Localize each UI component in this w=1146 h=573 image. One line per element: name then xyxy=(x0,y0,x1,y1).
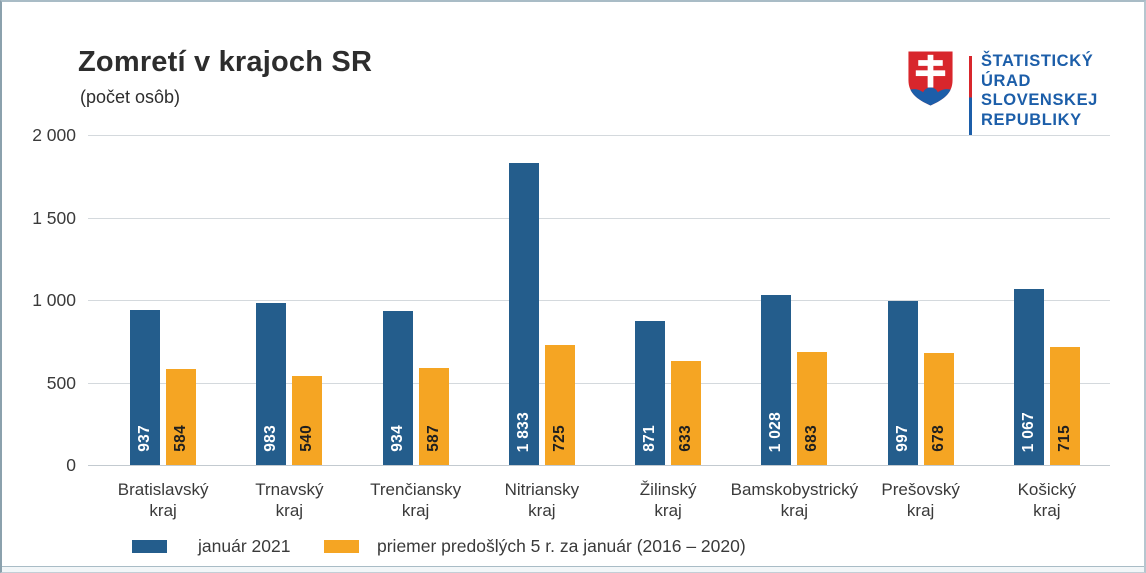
logo-divider xyxy=(969,56,972,136)
logo-org-line: ŠTATISTICKÝ xyxy=(981,52,1094,70)
y-axis-tick-label: 1 000 xyxy=(32,290,76,310)
bar-value-label: 715 xyxy=(1055,425,1073,452)
logo-org-line: REPUBLIKY xyxy=(981,110,1082,129)
logo-org-name: ŠTATISTICKÝ ÚRAD SLOVENSKEJ REPUBLIKY xyxy=(981,52,1098,130)
x-axis-category-label: Bratislavský kraj xyxy=(117,480,209,520)
bar-value-label: 633 xyxy=(677,425,695,452)
bar-januar-2021: 997 xyxy=(887,300,918,465)
bar-group: 1 028 683 Bamskobystrický kraj xyxy=(731,135,858,520)
bar-januar-2021: 937 xyxy=(130,310,161,465)
bottom-strip xyxy=(2,567,1144,572)
bar-group: 997 678 Prešovský kraj xyxy=(858,135,984,520)
plot-area: 2 000 1 500 1 000 500 0 937 584 Bratislavský kra… xyxy=(32,125,1110,520)
chart-unit-label: (počet osôb) xyxy=(80,87,181,107)
bar-januar-2021: 1 067 xyxy=(1013,288,1044,465)
bar-priemer: 633 xyxy=(671,360,702,465)
gridline xyxy=(88,135,1110,136)
bar-group: 937 584 Bratislavský kraj xyxy=(100,135,226,520)
bar-januar-2021: 983 xyxy=(256,302,287,465)
gridline xyxy=(88,217,1110,219)
bar-value-label: 683 xyxy=(803,425,821,452)
bar-priemer: 587 xyxy=(418,368,449,465)
bar-priemer: 683 xyxy=(797,352,828,465)
bar-value-label: 983 xyxy=(262,425,280,452)
gridline xyxy=(88,465,1110,466)
bar-value-label: 934 xyxy=(388,425,406,452)
gridline xyxy=(88,300,1110,301)
legend-swatch-blue xyxy=(132,540,167,553)
bar-value-label: 725 xyxy=(550,425,568,452)
bar-group: 934 587 Trenčiansky kraj xyxy=(353,135,479,520)
gridline xyxy=(88,382,1110,384)
bar-value-label: 1 833 xyxy=(514,411,532,452)
y-axis-tick-label: 0 xyxy=(66,455,76,475)
x-axis-category-label: Prešovský kraj xyxy=(881,480,960,520)
logo-org-line: ÚRAD xyxy=(981,71,1032,90)
bar-value-label: 871 xyxy=(641,425,659,452)
legend-item-januar-2021: január 2021 xyxy=(132,536,290,557)
bar-priemer: 678 xyxy=(923,353,954,465)
x-axis-category-label: Trnavský kraj xyxy=(255,480,324,520)
bar-value-label: 587 xyxy=(424,425,442,452)
bar-value-label: 1 067 xyxy=(1019,411,1037,452)
bar-value-label: 937 xyxy=(136,425,154,452)
statistical-office-logo: ŠTATISTICKÝ ÚRAD SLOVENSKEJ REPUBLIKY xyxy=(902,46,1134,138)
bar-value-label: 678 xyxy=(929,425,947,452)
legend-label: január 2021 xyxy=(198,536,291,556)
bar-value-label: 1 028 xyxy=(767,411,785,452)
bar-priemer: 584 xyxy=(166,368,197,465)
bar-value-label: 997 xyxy=(893,425,911,452)
page-title: Zomretí v krajoch SR xyxy=(78,46,373,78)
legend: január 2021 priemer predošlých 5 r. za j… xyxy=(2,536,1144,558)
bar-januar-2021: 1 833 xyxy=(508,162,539,465)
legend-item-priemer: priemer predošlých 5 r. za január (2016 … xyxy=(324,536,746,557)
bar-januar-2021: 871 xyxy=(635,321,666,465)
x-axis-category-label: Nitriansky kraj xyxy=(504,480,580,520)
y-axis-tick-label: 500 xyxy=(46,372,76,393)
legend-swatch-orange xyxy=(324,540,359,553)
bar-value-label: 584 xyxy=(172,425,190,452)
bar-januar-2021: 1 028 xyxy=(761,295,792,465)
slovak-coat-of-arms-icon xyxy=(908,51,953,106)
y-axis-tick-label: 1 500 xyxy=(32,207,76,228)
bar-group: 983 540 Trnavský kraj xyxy=(226,135,352,520)
bottom-divider xyxy=(2,566,1144,567)
bar-value-label: 540 xyxy=(298,425,316,452)
bar-januar-2021: 934 xyxy=(382,310,413,465)
bar-priemer: 725 xyxy=(544,345,575,465)
bar-group: 1 067 715 Košický kraj xyxy=(984,135,1110,520)
logo-org-line: SLOVENSKEJ xyxy=(981,91,1098,109)
y-axis-tick-label: 2 000 xyxy=(32,125,76,145)
bars-row: 937 584 Bratislavský kraj 983 540 Trnavský kraj… xyxy=(100,135,1110,520)
x-axis-category-label: Bamskobystrický kraj xyxy=(730,480,859,520)
x-axis-category-label: Trenčiansky kraj xyxy=(370,480,462,520)
x-axis-category-label: Košický kraj xyxy=(1017,480,1077,520)
bar-group: 1 833 725 Nitriansky kraj xyxy=(479,135,605,520)
bar-group: 871 633 Žilinský kraj xyxy=(605,135,731,520)
bar-priemer: 540 xyxy=(292,375,323,465)
legend-label: priemer predošlých 5 r. za január (2016 … xyxy=(377,536,746,556)
x-axis-category-label: Žilinský kraj xyxy=(639,480,697,520)
bar-priemer: 715 xyxy=(1049,347,1080,465)
